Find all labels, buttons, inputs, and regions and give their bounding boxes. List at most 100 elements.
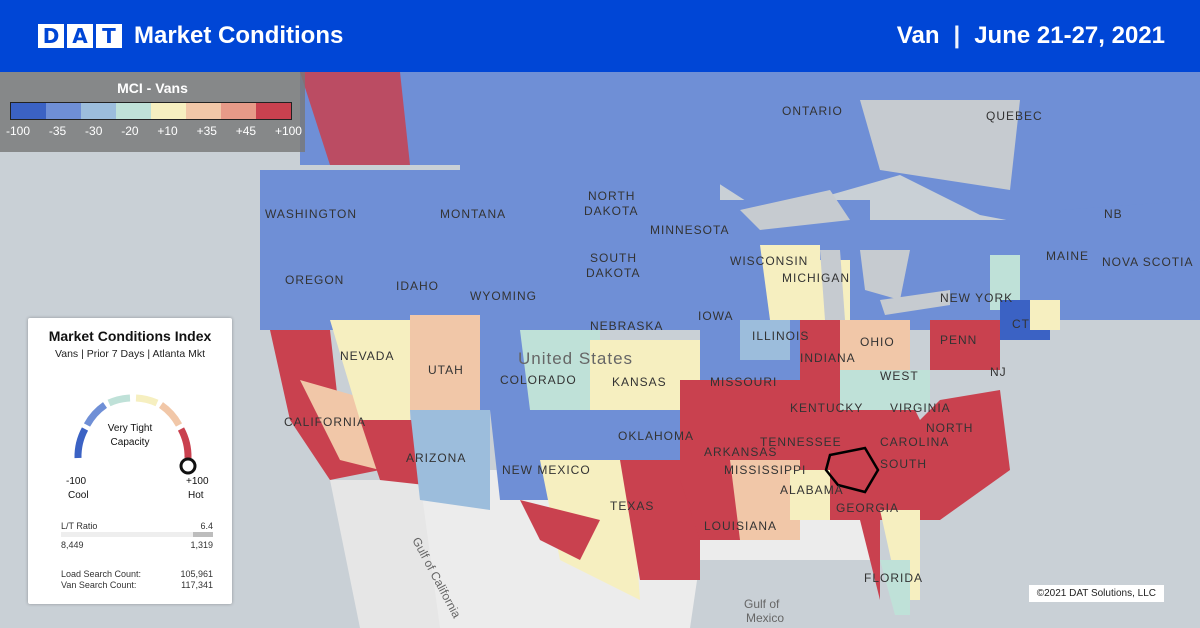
map-label-nevada: NEVADA — [340, 349, 394, 363]
map-label-united-states: United States — [518, 349, 633, 368]
equipment-type: Van — [896, 22, 940, 49]
date-range: June 21-27, 2021 — [974, 22, 1165, 49]
lake-michigan — [820, 250, 845, 320]
panel-subtitle: Vans | Prior 7 Days | Atlanta Mkt — [55, 348, 205, 360]
gauge-seg-5 — [158, 402, 183, 427]
gauge-seg-1 — [74, 427, 89, 459]
van-search-label: Van Search Count: — [61, 580, 137, 590]
lake-erie — [880, 290, 950, 315]
region-indiana — [800, 320, 850, 380]
legend-tick-3: -30 — [85, 124, 103, 138]
map-label-new-york: NEW YORK — [940, 291, 1013, 305]
region-northwest — [260, 170, 460, 330]
map-label-carolina: CAROLINA — [880, 435, 949, 449]
map-label-quebec: QUEBEC — [986, 109, 1043, 123]
map-label-georgia: GEORGIA — [836, 501, 899, 515]
map-label-south: SOUTH — [880, 457, 927, 471]
loads-count: 8,449 — [61, 540, 84, 550]
legend-tick-7: +45 — [235, 124, 257, 138]
region-southeast — [680, 380, 1010, 600]
gauge-seg-2 — [83, 402, 108, 427]
region-maritimes — [1060, 200, 1200, 320]
legend-tick-8: +100 — [274, 124, 302, 138]
map-label-illinois: ILLINOIS — [752, 329, 809, 343]
region-south-florida — [880, 560, 910, 615]
map-label-new-mexico: NEW MEXICO — [502, 463, 591, 477]
market-map[interactable]: ONTARIO QUEBEC WASHINGTON MONTANA NORTH … — [0, 72, 1200, 628]
logo-letter-d: D — [38, 24, 64, 48]
map-label-north-dakota-2: DAKOTA — [584, 204, 638, 218]
map-label-texas: TEXAS — [610, 499, 654, 513]
legend-tick-1: -100 — [6, 124, 31, 138]
legend-tick-4: -20 — [121, 124, 139, 138]
map-label-california: CALIFORNIA — [284, 415, 366, 429]
map-label-utah: UTAH — [428, 363, 464, 377]
region-arizona — [410, 410, 490, 510]
region-north-plains — [460, 165, 720, 330]
map-label-nb: NB — [1104, 207, 1123, 221]
map-label-south-dakota-1: SOUTH — [590, 251, 637, 265]
lt-ratio-bar — [61, 532, 213, 537]
legend-swatch-5 — [151, 103, 186, 119]
lt-ratio-label: L/T Ratio — [61, 521, 98, 531]
region-colorado-east — [520, 330, 600, 410]
map-label-gulf-of-mexico-1: Gulf of — [744, 597, 780, 611]
region-kansas — [590, 340, 700, 410]
region-kentucky-wv — [840, 370, 930, 410]
map-label-oklahoma: OKLAHOMA — [618, 429, 694, 443]
legend-swatch-4 — [116, 103, 151, 119]
lake-superior — [740, 190, 850, 230]
map-label-minnesota: MINNESOTA — [650, 223, 729, 237]
hudson-grey — [860, 100, 1020, 190]
map-label-oregon: OREGON — [285, 273, 344, 287]
map-label-maine: MAINE — [1046, 249, 1089, 263]
region-nevada — [330, 320, 410, 420]
map-label-montana: MONTANA — [440, 207, 506, 221]
map-label-north-dakota-1: NORTH — [588, 189, 635, 203]
load-search-value: 105,961 — [180, 569, 213, 579]
lake-huron — [860, 250, 910, 300]
legend-ticks: -100 -35 -30 -20 +10 +35 +45 +100 — [6, 124, 302, 138]
lt-ratio-value: 6.4 — [200, 521, 213, 531]
gauge-max-value: +100 — [186, 476, 209, 487]
atlanta-market-outline[interactable] — [824, 446, 880, 494]
region-utah — [410, 315, 480, 410]
map-label-kansas: KANSAS — [612, 375, 667, 389]
region-ma — [1030, 300, 1060, 330]
gauge-min-value: -100 — [66, 476, 87, 487]
legend-swatch-1 — [11, 103, 46, 119]
legend-swatch-7 — [221, 103, 256, 119]
map-label-colorado: COLORADO — [500, 373, 577, 387]
gauge-max-label: Hot — [188, 490, 204, 501]
panel-title: Market Conditions Index — [48, 328, 212, 344]
header-bar: D A T Market Conditions Van | June 21-27… — [0, 0, 1200, 72]
map-label-wisconsin: WISCONSIN — [730, 254, 808, 268]
region-illinois — [740, 320, 790, 360]
region-penn — [930, 320, 1000, 370]
map-label-gulf-of-mexico-2: Mexico — [746, 611, 784, 625]
region-alabama — [790, 470, 830, 520]
legend-swatch-8 — [256, 103, 291, 119]
map-label-north: NORTH — [926, 421, 973, 435]
map-label-kentucky: KENTUCKY — [790, 401, 863, 415]
region-mississippi — [730, 460, 800, 540]
map-label-wyoming: WYOMING — [470, 289, 537, 303]
legend-tick-6: +35 — [196, 124, 217, 138]
map-label-florida: FLORIDA — [864, 571, 923, 585]
region-el-paso — [520, 500, 600, 560]
gauge-seg-6 — [177, 427, 192, 459]
map-label-nova-scotia: NOVA SCOTIA — [1102, 255, 1193, 269]
map-label-iowa: IOWA — [698, 309, 734, 323]
map-label-south-dakota-2: DAKOTA — [586, 266, 640, 280]
gauge-indicator — [179, 457, 197, 475]
baja-land — [330, 480, 440, 628]
mci-legend: MCI - Vans -100 -35 -30 -20 +10 +35 +45 +100 — [0, 72, 305, 152]
gauge-min-label: Cool — [68, 490, 89, 501]
capacity-line-2: Capacity — [110, 437, 150, 448]
legend-color-bar — [10, 102, 292, 120]
map-label-indiana: INDIANA — [800, 351, 856, 365]
header-separator: | — [953, 22, 961, 49]
load-search-row: Load Search Count: 105,961 — [61, 569, 213, 579]
lt-counts-row: 8,449 1,319 — [61, 540, 213, 550]
gauge-seg-3 — [107, 394, 131, 407]
